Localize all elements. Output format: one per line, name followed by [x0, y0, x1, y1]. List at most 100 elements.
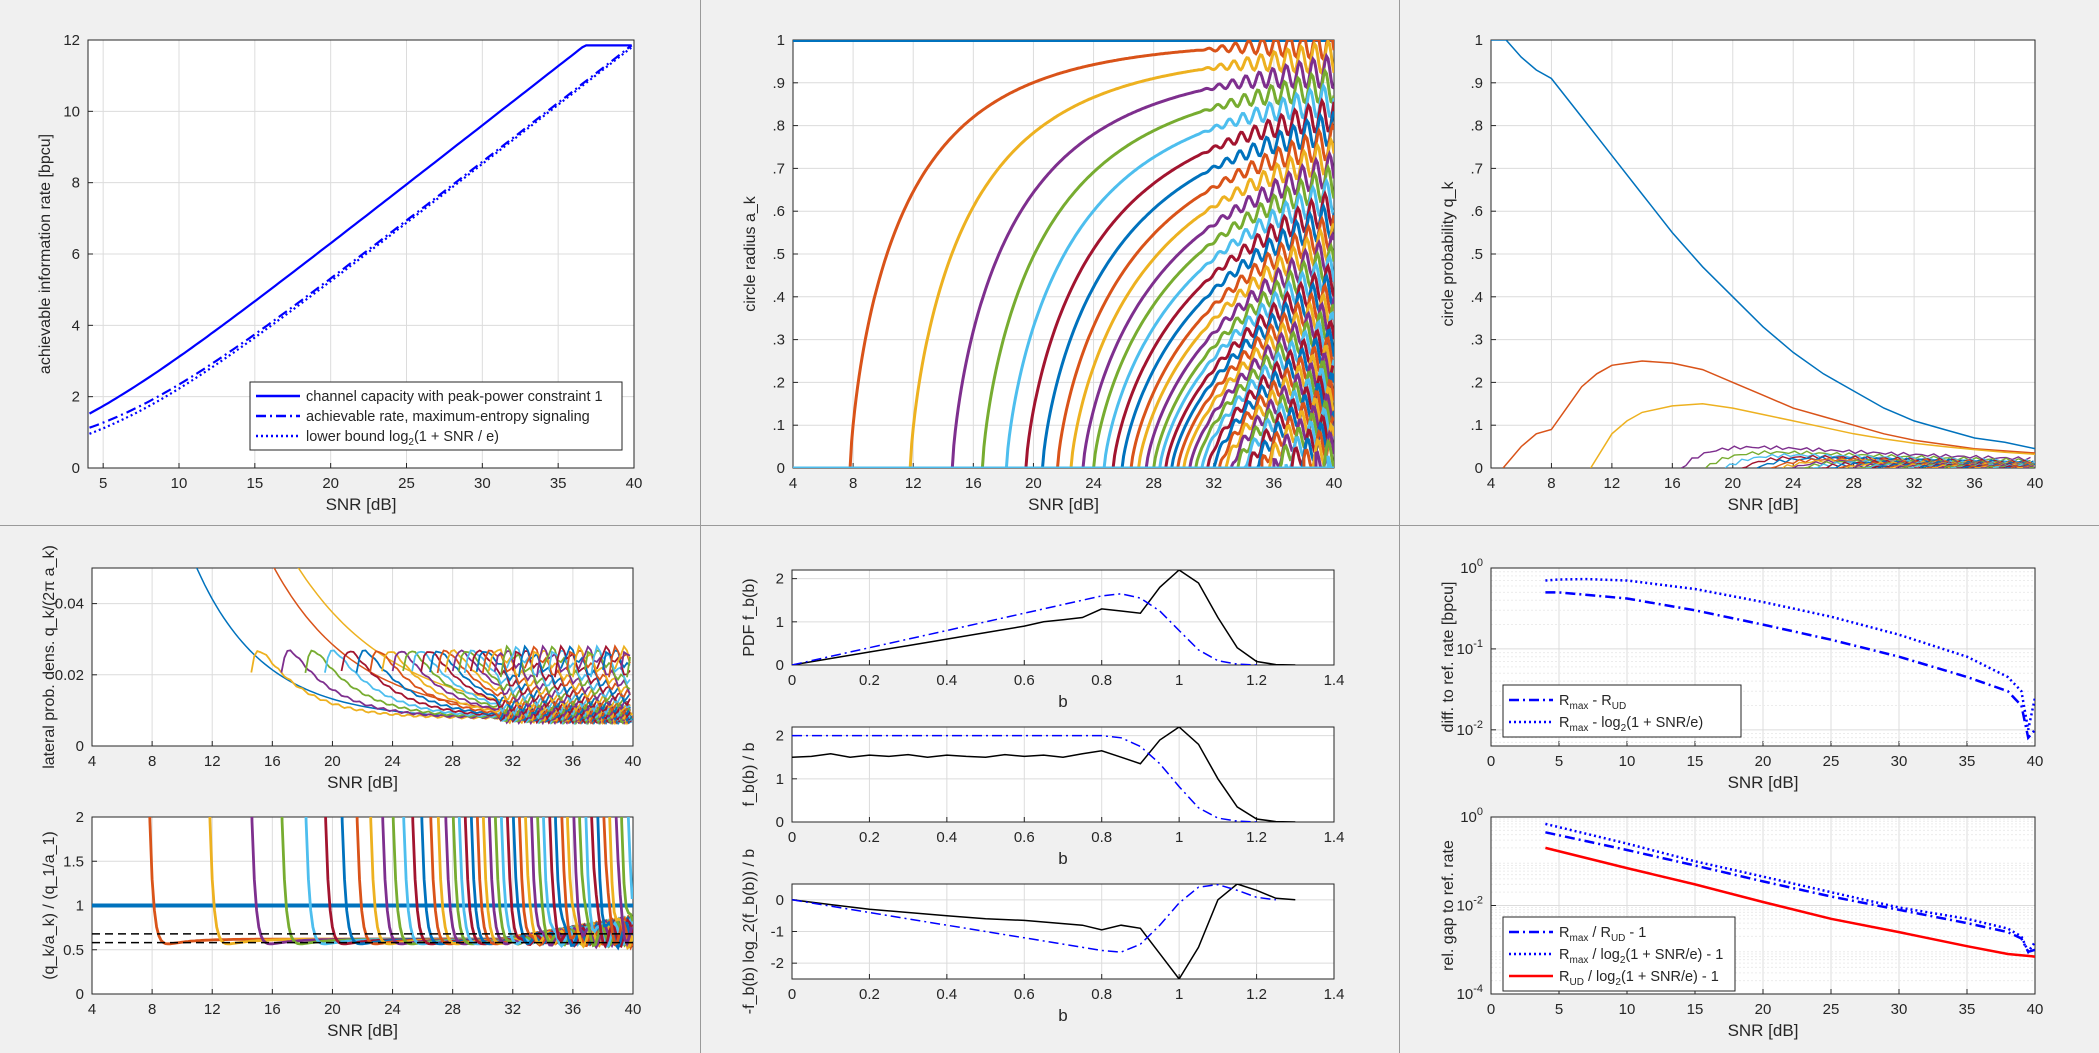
- tick-label-x: 28: [444, 1001, 461, 1018]
- axes-box: [1490, 816, 2036, 995]
- tick-label-y: .1: [772, 417, 785, 434]
- tick-label-x: 36: [565, 1001, 582, 1018]
- x-axis-label: SNR [dB]: [1028, 495, 1099, 514]
- plot-lines: [792, 727, 1296, 822]
- tick-label-x: 0: [788, 829, 796, 846]
- radius-line: [793, 410, 1334, 468]
- tick-label-x: 5: [1555, 753, 1563, 770]
- legend-text: - 1: [1625, 925, 1646, 941]
- legend-box: [1502, 684, 1742, 738]
- legend-text: R: [1559, 715, 1569, 731]
- tick-label-y: 0: [76, 986, 84, 1003]
- x-axis-label: b: [1058, 1006, 1067, 1025]
- tick-label-y: 10-2: [1457, 719, 1483, 739]
- lateral-line: [304, 649, 631, 726]
- panel-divider-right: [1399, 0, 1400, 1053]
- tick-label-x: 35: [1959, 753, 1976, 770]
- tick-label-x: 0: [788, 986, 796, 1003]
- tick-label-x: 32: [504, 753, 521, 770]
- tick-label-x: 20: [1724, 475, 1741, 492]
- tick-label-x: 16: [264, 753, 281, 770]
- axes-box: [791, 883, 1335, 980]
- tick-label-y: 10: [63, 103, 80, 120]
- legend-text: max: [1569, 933, 1588, 944]
- tick-label-y: .6: [772, 203, 785, 220]
- tick-label-y: 2: [776, 728, 784, 745]
- radius-line: [793, 202, 1334, 468]
- tick-label-x: 20: [324, 753, 341, 770]
- tick-label-x: 1.4: [1324, 986, 1345, 1003]
- legend-text: UD: [1612, 701, 1626, 712]
- tick-label-x: 8: [148, 753, 156, 770]
- lateral-line: [596, 644, 631, 676]
- tick-label-x: 0.4: [936, 672, 957, 689]
- ratio-line: [608, 817, 633, 951]
- tick-label-x: 20: [324, 1001, 341, 1018]
- legend-entry: channel capacity with peak-power constra…: [306, 389, 603, 405]
- tick-label-x: 40: [1326, 475, 1343, 492]
- legend-text: UD: [1569, 977, 1583, 988]
- tick-label-x: 16: [965, 475, 982, 492]
- radius-line: [793, 438, 1334, 468]
- plot-lines: [195, 568, 633, 726]
- axes-box: [791, 569, 1335, 666]
- tick-exponent: -4: [1473, 983, 1483, 995]
- tick-label-x: 0.4: [936, 986, 957, 1003]
- pdf-line-black: [792, 570, 1296, 665]
- tick-label-x: 20: [1755, 1001, 1772, 1018]
- tick-label-x: 0.2: [859, 986, 880, 1003]
- tick-label-y: 1: [776, 771, 784, 788]
- tick-label-x: 15: [246, 475, 263, 492]
- x-axis-label: SNR [dB]: [1728, 773, 1799, 792]
- radius-line: [793, 327, 1334, 468]
- rate-line-2: [89, 44, 633, 429]
- tick-label-x: 24: [1785, 475, 1802, 492]
- tick-label-x: 5: [99, 475, 107, 492]
- tick-label-x: 0.6: [1014, 672, 1035, 689]
- tick-label-y: 0.02: [55, 667, 84, 684]
- plot-lines: [1545, 577, 2035, 741]
- legend-text: / log: [1588, 947, 1619, 963]
- legend-entry: Rmax - log2(1 + SNR/e): [1559, 715, 1703, 734]
- chart-pdf: 0 0.2 0.4 0.6 0.8 1 1.2 1.4 0 1 2 b PDF f_b(b): [741, 569, 1344, 711]
- tick-label-y: .8: [1470, 118, 1483, 135]
- tick-label-x: 35: [1959, 1001, 1976, 1018]
- lateral-line: [554, 644, 631, 707]
- tick-label-x: 1.2: [1246, 672, 1267, 689]
- tick-label-x: 20: [1755, 753, 1772, 770]
- tick-label-x: 30: [474, 475, 491, 492]
- tick-label-x: 12: [204, 1001, 221, 1018]
- axes-box: [1490, 567, 2036, 747]
- chart-lateral: 4 8 12 16 20 24 28 32 36 40 0 0.02 0.04 SNR [dB] later…: [41, 545, 641, 792]
- tick-label-x: 12: [905, 475, 922, 492]
- radius-line: [793, 262, 1334, 468]
- chart-radii: 4 8 12 16 20 24 28 32 36 40 0 .1 .2 .3 .4 .5 .6 .7 .8 .9 1 SN…: [742, 32, 1342, 514]
- legend-text: (1 + SNR / e): [414, 429, 499, 445]
- tick-label-x: 36: [1266, 475, 1283, 492]
- tick-label-x: 1: [1175, 672, 1183, 689]
- tick-label-y: 1.5: [63, 853, 84, 870]
- tick-label-x: 1.4: [1324, 829, 1345, 846]
- plot-lines: [792, 570, 1296, 665]
- tick-label-x: 40: [625, 1001, 642, 1018]
- chart-entropy_density: 0 0.2 0.4 0.6 0.8 1 1.2 1.4 -2 -1 0 b -f_b(b) log_2(…: [741, 849, 1344, 1025]
- prob-line-q1: [1491, 40, 2035, 450]
- legend-text: (1 + SNR/e): [1626, 715, 1703, 731]
- lateral-line: [602, 649, 631, 670]
- x-axis-label: SNR [dB]: [326, 495, 397, 514]
- tick-label-x: 20: [322, 475, 339, 492]
- tick-label-x: 40: [2027, 753, 2044, 770]
- tick-label-y: 1: [76, 898, 84, 915]
- legend-text: R: [1559, 969, 1569, 985]
- radius-line: [793, 52, 1334, 468]
- tick-label-y: 2: [776, 571, 784, 588]
- prob-line: [1681, 445, 2031, 468]
- x-axis-label: SNR [dB]: [1728, 495, 1799, 514]
- legend-text: R: [1559, 925, 1569, 941]
- x-axis-label: SNR [dB]: [327, 773, 398, 792]
- tick-label-y: 0: [776, 892, 784, 909]
- radius-line: [793, 149, 1334, 468]
- tick-label-y: 0.04: [55, 596, 84, 613]
- panel-divider-left: [700, 0, 701, 1053]
- tick-label-x: 40: [2027, 475, 2044, 492]
